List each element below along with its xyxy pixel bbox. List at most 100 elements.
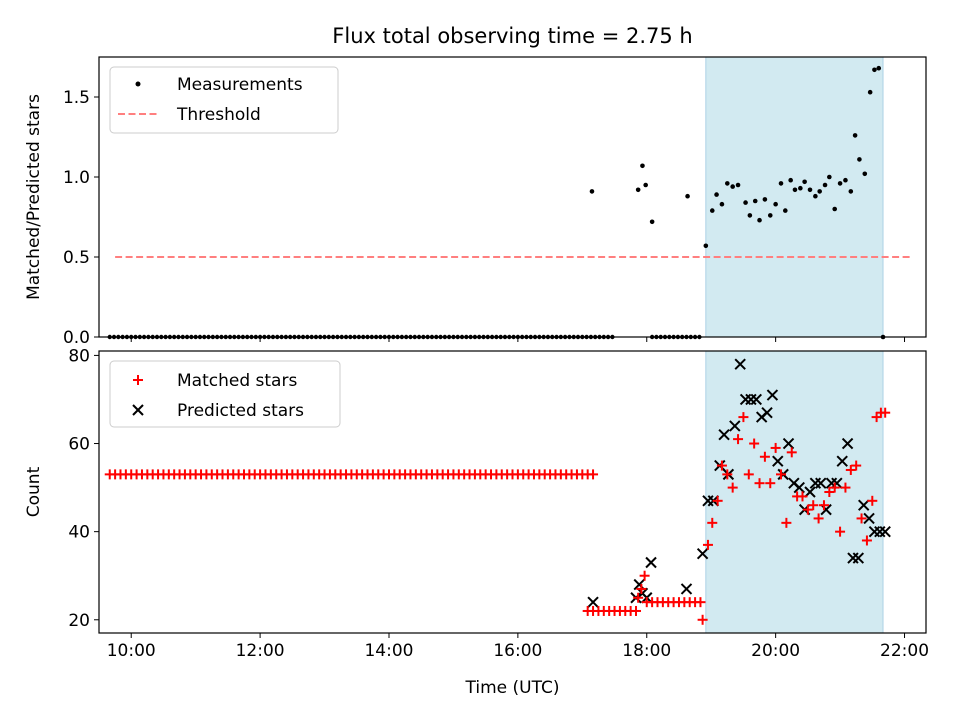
measurement-point bbox=[837, 181, 843, 186]
predicted-star-marker bbox=[852, 552, 865, 564]
measurement-point bbox=[773, 201, 778, 207]
matched-star-marker bbox=[722, 469, 733, 480]
x-tick-label: 12:00 bbox=[236, 641, 285, 661]
x-tick-label: 18:00 bbox=[622, 641, 671, 661]
matched-star-marker bbox=[738, 412, 749, 423]
matched-star-marker bbox=[759, 451, 770, 462]
measurement-point bbox=[807, 187, 813, 193]
y-tick-label: 0.0 bbox=[63, 328, 90, 348]
predicted-star-marker bbox=[645, 556, 657, 569]
matched-star-marker bbox=[786, 447, 797, 458]
x-tick-label: 22:00 bbox=[880, 641, 929, 661]
matched-star-marker bbox=[829, 482, 840, 493]
matched-star-marker bbox=[733, 434, 744, 445]
matched-star-marker bbox=[813, 513, 824, 524]
x-axis-label: Time (UTC) bbox=[465, 678, 560, 698]
predicted-star-marker bbox=[680, 583, 693, 595]
legend-label: Predicted stars bbox=[177, 401, 304, 421]
y-tick-label: 20 bbox=[68, 611, 90, 631]
x-tick-label: 16:00 bbox=[493, 641, 542, 661]
measurement-point bbox=[817, 189, 822, 194]
matched-star-marker bbox=[754, 478, 765, 489]
predicted-star-marker bbox=[820, 503, 832, 516]
measurement-point bbox=[867, 89, 873, 95]
matched-star-marker bbox=[835, 526, 846, 537]
predicted-star-marker bbox=[841, 437, 854, 450]
predicted-star-marker bbox=[587, 596, 599, 608]
measurement-point bbox=[857, 157, 862, 162]
matched-star-marker bbox=[697, 614, 708, 625]
predicted-star-marker bbox=[782, 437, 795, 450]
matched-star-marker bbox=[639, 570, 650, 581]
plot-area bbox=[104, 358, 891, 625]
predicted-star-marker bbox=[718, 429, 730, 441]
x-tick-label: 14:00 bbox=[364, 641, 413, 661]
matched-star-marker bbox=[716, 460, 727, 471]
matched-star-marker bbox=[631, 605, 642, 616]
predicted-star-marker bbox=[836, 455, 848, 467]
predicted-star-marker bbox=[857, 499, 870, 511]
matched-star-marker bbox=[781, 517, 792, 528]
predicted-star-marker bbox=[761, 406, 773, 419]
legend-box bbox=[109, 66, 339, 134]
matched-star-marker bbox=[765, 478, 776, 489]
measurement-point bbox=[813, 193, 818, 199]
predicted-star-marker bbox=[804, 486, 816, 498]
y-axis-label: Matched/Predicted stars bbox=[24, 94, 44, 300]
matched-star-marker bbox=[702, 539, 713, 550]
matched-star-marker bbox=[712, 495, 723, 506]
legend: Measurements Threshold bbox=[109, 66, 339, 134]
measurement-point bbox=[725, 181, 730, 186]
y-tick-label: 1.0 bbox=[63, 168, 90, 188]
y-tick-label: 60 bbox=[68, 435, 90, 455]
matched-star-marker bbox=[707, 517, 718, 528]
matched-star-marker bbox=[856, 513, 867, 524]
matched-star-marker bbox=[776, 469, 787, 480]
measurement-point bbox=[752, 198, 758, 204]
measurement-point bbox=[635, 187, 641, 193]
matched-star-marker bbox=[797, 491, 808, 502]
predicted-star-marker bbox=[879, 525, 891, 538]
matched-star-marker bbox=[845, 464, 856, 475]
measurement-point bbox=[709, 208, 715, 213]
measurement-point bbox=[788, 177, 793, 183]
measurement-point bbox=[832, 206, 838, 212]
axes-frame bbox=[98, 350, 927, 634]
measurement-point bbox=[589, 189, 595, 194]
measurement-point bbox=[685, 193, 690, 199]
measurement-point bbox=[730, 184, 735, 189]
matched-star-marker bbox=[867, 495, 878, 506]
matched-star-marker bbox=[824, 487, 835, 497]
measurement-point bbox=[792, 187, 798, 193]
predicted-star-marker bbox=[729, 420, 741, 432]
matched-star-marker bbox=[636, 583, 647, 594]
measurement-point bbox=[767, 213, 773, 218]
matched-star-marker bbox=[808, 500, 819, 511]
measurement-point bbox=[876, 65, 882, 71]
measurement-point bbox=[762, 197, 768, 202]
measurement-point bbox=[714, 192, 719, 197]
matched-star-marker bbox=[861, 535, 872, 546]
legend: Matched stars Predicted stars bbox=[109, 360, 341, 428]
measurement-point bbox=[798, 185, 803, 191]
predicted-star-marker bbox=[815, 477, 827, 489]
matched-star-marker bbox=[749, 438, 760, 449]
legend-label: Threshold bbox=[176, 105, 261, 125]
predicted-star-marker bbox=[696, 547, 709, 560]
matched-star-marker bbox=[588, 469, 599, 480]
measurement-point bbox=[735, 182, 741, 188]
measurement-point bbox=[640, 163, 645, 169]
matched-star-marker bbox=[770, 442, 781, 453]
measurement-point bbox=[643, 182, 648, 188]
matched-star-marker bbox=[840, 482, 851, 493]
predicted-star-marker bbox=[831, 477, 843, 489]
y-tick-label: 40 bbox=[68, 523, 90, 543]
legend-label: Measurements bbox=[177, 75, 303, 95]
measurement-point bbox=[649, 219, 655, 225]
y-tick-label: 1.5 bbox=[63, 88, 90, 108]
measurement-point bbox=[743, 200, 748, 205]
matched-star-marker bbox=[802, 504, 813, 515]
x-tick-label: 20:00 bbox=[751, 641, 800, 661]
predicted-star-marker bbox=[734, 358, 746, 370]
bottom-panel: 10:00 12:00 14:00 16:00 18:00 20:00 22:00 20 40 6… bbox=[24, 346, 929, 698]
